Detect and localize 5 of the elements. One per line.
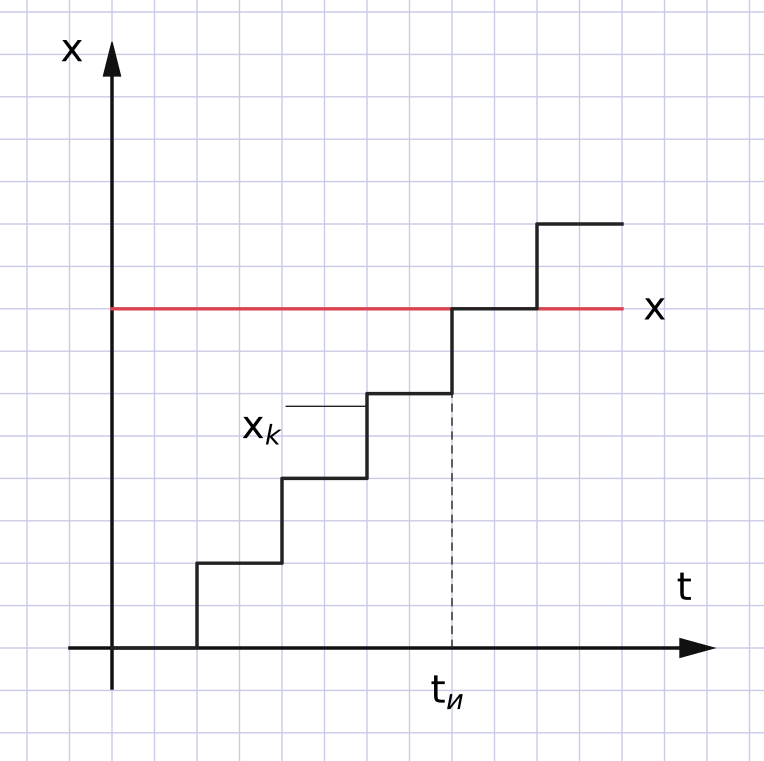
y-axis-title: x (62, 40, 82, 62)
text: t$_{и}$ (431, 675, 463, 710)
annotation: x$_{k}$ (242, 416, 282, 445)
ref-line-label: x (644, 298, 665, 320)
x-axis-title: t (678, 572, 691, 600)
